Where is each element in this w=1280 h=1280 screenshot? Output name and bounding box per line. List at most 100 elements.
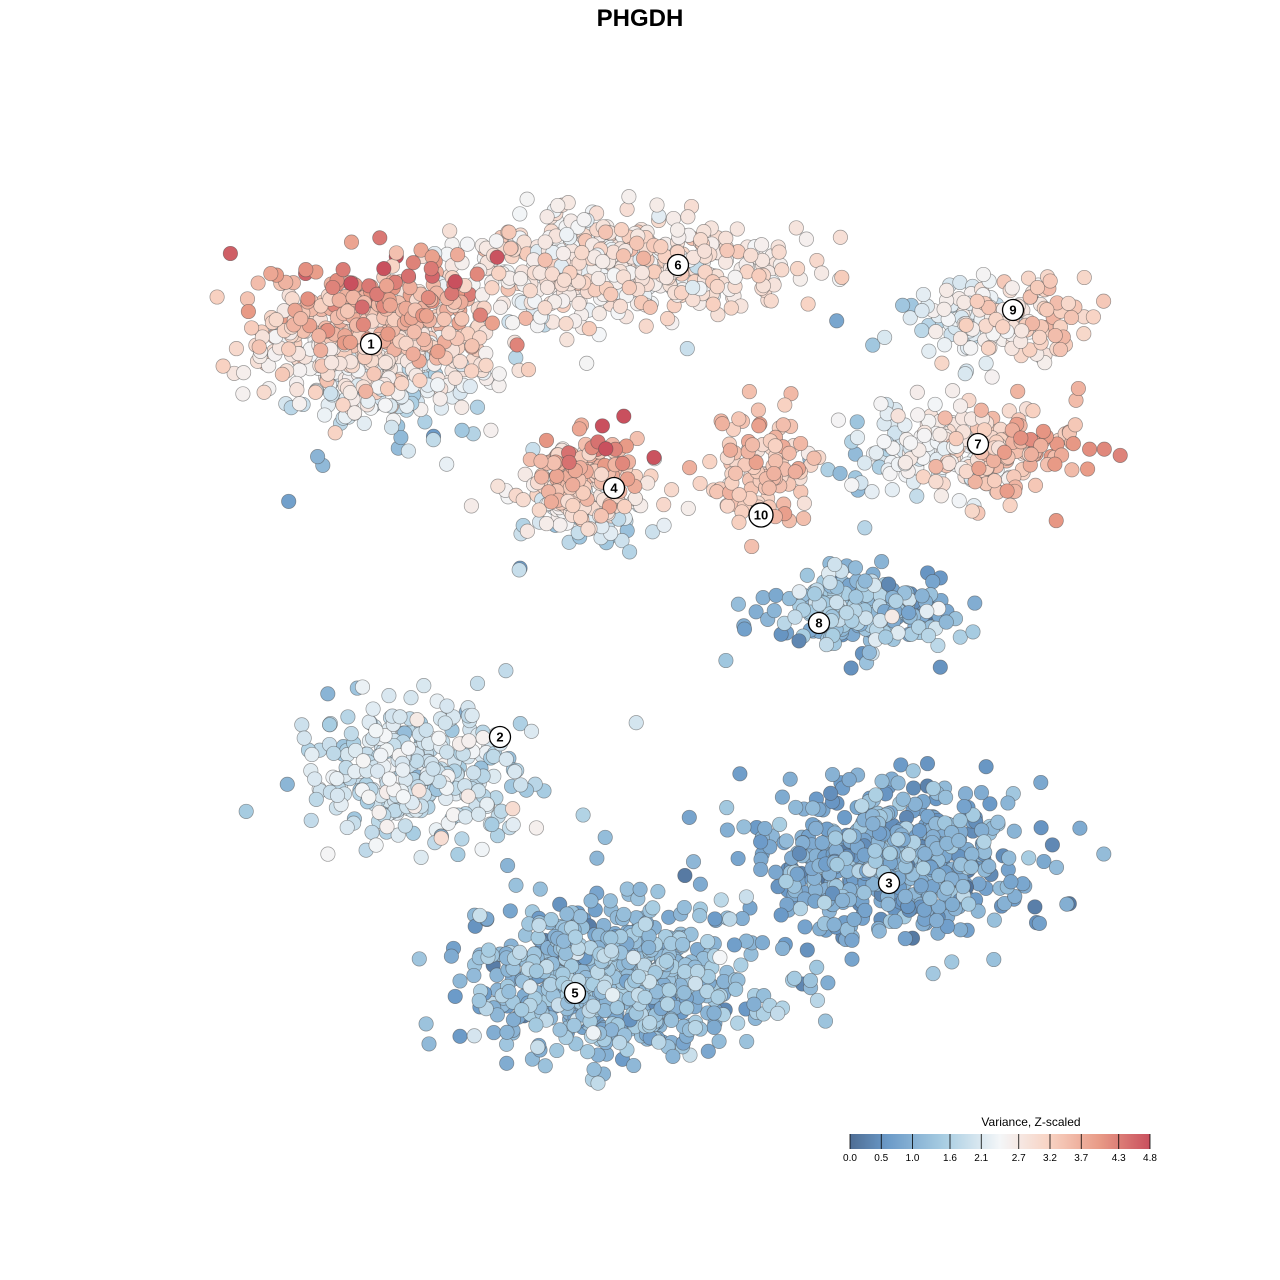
data-point-cluster-6 bbox=[660, 311, 676, 327]
data-point-cluster-7 bbox=[928, 474, 944, 490]
data-point-cluster-7 bbox=[844, 477, 860, 493]
data-point-cluster-4 bbox=[680, 500, 696, 516]
data-point-cluster-2 bbox=[365, 701, 381, 717]
data-point-cluster-6 bbox=[615, 248, 631, 264]
data-point-cluster-1 bbox=[209, 289, 225, 305]
data-point-cluster-6 bbox=[598, 224, 614, 240]
data-point-cluster-5 bbox=[713, 892, 729, 908]
data-point-cluster-7 bbox=[958, 463, 974, 480]
data-point-cluster-3 bbox=[1096, 846, 1112, 862]
data-point-cluster-5 bbox=[650, 884, 666, 900]
data-point-cluster-3 bbox=[957, 786, 974, 802]
data-point-cluster-9 bbox=[1029, 279, 1046, 296]
data-point-cluster-10 bbox=[731, 487, 747, 503]
data-point-cluster-2 bbox=[409, 712, 425, 728]
data-point-cluster-3 bbox=[799, 942, 815, 958]
data-point-cluster-5 bbox=[712, 949, 728, 966]
data-point-cluster-6 bbox=[576, 212, 592, 228]
data-point-cluster-6 bbox=[788, 220, 804, 236]
data-point-cluster-1 bbox=[268, 312, 284, 328]
data-point-cluster-8 bbox=[768, 587, 784, 603]
data-point-cluster-6 bbox=[729, 221, 745, 237]
data-point-cluster-2 bbox=[364, 824, 380, 840]
data-point-cluster-2 bbox=[238, 803, 254, 819]
data-point-cluster-3 bbox=[719, 800, 735, 816]
data-point-cluster-5 bbox=[603, 943, 619, 959]
legend-tick-label: 3.7 bbox=[1074, 1153, 1088, 1164]
data-point-cluster-4 bbox=[490, 478, 506, 494]
data-point-cluster-3 bbox=[856, 885, 872, 901]
data-point-cluster-3 bbox=[844, 951, 860, 967]
data-point-cluster-3 bbox=[854, 798, 870, 814]
data-point-cluster-2 bbox=[368, 723, 384, 739]
data-point-cluster-1 bbox=[293, 311, 309, 327]
data-point-cluster-2 bbox=[308, 791, 324, 807]
data-point-cluster-3 bbox=[871, 923, 887, 939]
data-point-cluster-2 bbox=[296, 730, 312, 746]
data-point-cluster-1 bbox=[372, 230, 388, 246]
data-point-cluster-10 bbox=[682, 460, 698, 476]
data-point-cluster-3 bbox=[805, 800, 821, 816]
data-point-cluster-1 bbox=[520, 362, 537, 378]
data-point-cluster-1 bbox=[504, 315, 521, 331]
data-point-cluster-2 bbox=[474, 841, 490, 857]
data-point-cluster-4 bbox=[617, 499, 633, 515]
data-point-cluster-1 bbox=[307, 384, 324, 400]
cluster-label-7: 7 bbox=[966, 432, 990, 456]
data-point-cluster-5 bbox=[566, 1017, 582, 1033]
data-point-cluster-7 bbox=[890, 408, 906, 424]
data-point-cluster-7 bbox=[916, 427, 932, 443]
data-point-cluster-10 bbox=[750, 402, 766, 418]
cluster-label-4: 4 bbox=[602, 476, 626, 500]
data-point-cluster-4 bbox=[565, 477, 581, 493]
data-point-cluster-5 bbox=[637, 989, 653, 1006]
data-point-cluster-3 bbox=[901, 847, 917, 863]
data-point-cluster-8 bbox=[848, 589, 864, 605]
data-point-cluster-3 bbox=[844, 932, 860, 948]
data-point-cluster-8 bbox=[755, 590, 771, 606]
data-point-cluster-6 bbox=[539, 209, 555, 225]
data-point-cluster-1 bbox=[310, 449, 326, 465]
data-point-cluster-5 bbox=[418, 1016, 434, 1032]
data-point-cluster-3 bbox=[857, 902, 873, 918]
cluster-label-text: 5 bbox=[571, 986, 578, 1001]
data-point-cluster-5 bbox=[726, 937, 742, 953]
data-point-cluster-5 bbox=[602, 893, 618, 909]
data-point-cluster-6 bbox=[574, 245, 590, 261]
data-point-cluster-6 bbox=[550, 197, 566, 214]
data-point-cluster-3 bbox=[778, 873, 794, 890]
data-point-cluster-10 bbox=[775, 417, 791, 433]
data-point-cluster-3 bbox=[768, 864, 784, 880]
data-point-cluster-5 bbox=[675, 936, 691, 953]
data-point-cluster-2 bbox=[513, 777, 529, 793]
data-point-cluster-9 bbox=[958, 317, 974, 333]
data-point-cluster-1 bbox=[354, 299, 370, 315]
data-point-cluster-2 bbox=[413, 849, 429, 865]
data-point-cluster-3 bbox=[1036, 853, 1052, 870]
data-point-cluster-1 bbox=[508, 350, 524, 366]
data-point-cluster-1 bbox=[430, 344, 446, 360]
data-point-cluster-5 bbox=[642, 1015, 658, 1031]
data-point-cluster-6 bbox=[685, 279, 701, 296]
data-point-cluster-9 bbox=[928, 324, 944, 340]
data-point-cluster-7 bbox=[928, 459, 944, 475]
data-point-cluster-3 bbox=[1048, 859, 1065, 875]
data-point-cluster-6 bbox=[537, 300, 553, 316]
data-point-cluster-6 bbox=[555, 245, 571, 262]
data-point-cluster-7 bbox=[902, 435, 919, 451]
data-point-cluster-7 bbox=[909, 488, 925, 504]
data-point-cluster-1 bbox=[464, 363, 480, 379]
data-point-cluster-5 bbox=[632, 881, 648, 897]
data-point-cluster-3 bbox=[1059, 896, 1075, 912]
data-point-cluster-2 bbox=[329, 787, 346, 803]
data-point-cluster-9 bbox=[956, 294, 972, 310]
data-point-cluster-1 bbox=[579, 355, 595, 371]
data-point-cluster-9 bbox=[1004, 280, 1020, 296]
data-point-cluster-4 bbox=[646, 449, 662, 466]
data-point-cluster-3 bbox=[791, 845, 807, 862]
color-legend: Variance, Z-scaled 0.0 0.5 1.0 1.6 2.1 2.7 3.2… bbox=[843, 1115, 1157, 1164]
data-point-cluster-1 bbox=[250, 275, 266, 291]
data-point-cluster-3 bbox=[938, 789, 954, 805]
data-point-cluster-2 bbox=[439, 744, 455, 760]
data-point-cluster-3 bbox=[925, 966, 941, 982]
